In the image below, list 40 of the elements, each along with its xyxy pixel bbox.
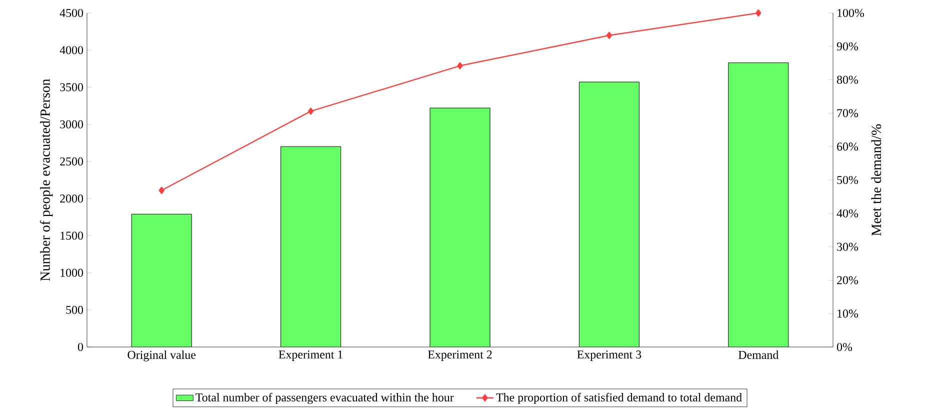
y-tick-label: 4500 xyxy=(60,8,84,18)
y2-tick-label: 0% xyxy=(836,342,852,352)
y-tick-label: 2500 xyxy=(60,157,84,166)
point xyxy=(457,62,463,70)
x-tick-label: Experiment 3 xyxy=(577,350,642,361)
x-tick-label: Experiment 2 xyxy=(428,350,492,361)
y-tick-label: 1500 xyxy=(60,232,84,240)
bar xyxy=(430,108,490,347)
y2-axis-title: Meet the demand/% xyxy=(871,124,882,236)
y2-tick-label: 20% xyxy=(837,276,858,284)
bar xyxy=(132,214,192,347)
y2-tick-label: 60% xyxy=(837,142,858,151)
y-axis-title: Number of people evacuated/Person xyxy=(40,78,53,281)
bar xyxy=(280,146,341,347)
y-tick-label: 4000 xyxy=(60,46,84,54)
y2-tick-label: 40% xyxy=(836,209,858,218)
y-tick-label: 3000 xyxy=(60,120,84,128)
bar xyxy=(579,82,640,347)
y2-tick-label: 70% xyxy=(837,109,858,118)
point xyxy=(308,108,314,115)
y-tick-label: 0 xyxy=(78,342,84,352)
y2-tick-label: 100% xyxy=(838,8,864,18)
bar xyxy=(728,62,789,347)
point xyxy=(756,9,762,17)
y-tick-label: 500 xyxy=(66,306,84,314)
y2-tick-label: 50% xyxy=(837,176,858,184)
y-tick-label: 3500 xyxy=(60,83,84,92)
y2-tick-label: 30% xyxy=(837,242,858,251)
legend-label: Total number of passengers evacuated within the hour xyxy=(196,392,454,404)
y2-tick-label: 10% xyxy=(838,310,858,318)
y2-tick-label: 90% xyxy=(836,42,858,50)
y-tick-label: 2000 xyxy=(60,194,84,203)
x-tick-label: Original value xyxy=(128,350,196,362)
y2-tick-label: 80% xyxy=(836,76,858,84)
legend-label: The proportion of satisfied demand to total demand xyxy=(496,392,742,404)
x-tick-label: Demand xyxy=(738,350,779,359)
x-tick-label: Experiment 1 xyxy=(278,350,342,361)
point xyxy=(158,186,164,194)
point xyxy=(606,32,612,39)
y-tick-label: 1000 xyxy=(60,268,84,277)
